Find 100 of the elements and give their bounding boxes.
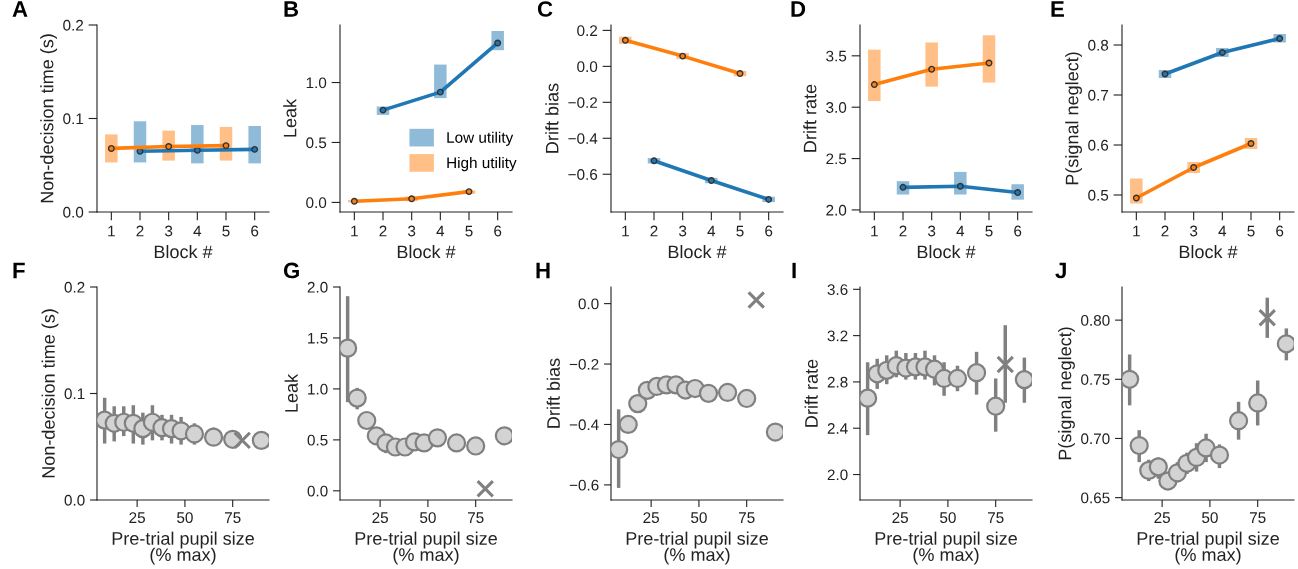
y-tick-label: 2.0 <box>827 469 848 481</box>
x-axis-title: Block # <box>397 244 456 259</box>
y-axis-title: Drift bias <box>546 358 560 428</box>
x-tick-label: 6 <box>765 225 773 237</box>
y-tick-label: 1.0 <box>308 383 328 395</box>
x-tick-label: 2 <box>136 225 144 237</box>
x-tick-label: 2 <box>1161 225 1169 237</box>
x-tick-label: 25 <box>892 512 908 524</box>
y-tick-label: 1.0 <box>306 77 327 89</box>
y-tick-label: 2.8 <box>827 376 848 388</box>
x-tick-label: 4 <box>193 225 202 237</box>
x-tick-label: 75 <box>738 512 755 524</box>
x-tick-label: 50 <box>1202 512 1218 524</box>
x-tick-label: 75 <box>1249 512 1266 524</box>
x-tick-label: 4 <box>1218 225 1227 237</box>
y-tick-label: −0.2 <box>569 358 599 370</box>
x-tick-label: 1 <box>108 225 115 237</box>
y-tick-label: 2.0 <box>307 281 328 293</box>
y-tick-label: 0.2 <box>577 25 598 37</box>
x-tick-label: 50 <box>691 512 707 524</box>
y-tick-label: 0.5 <box>307 434 328 446</box>
chart-title: E <box>1051 1 1064 17</box>
x-axis-title: Pre-trial pupil size (% max) <box>1137 531 1279 565</box>
x-tick-label: 1 <box>622 225 629 237</box>
x-tick-label: 5 <box>465 225 473 237</box>
y-tick-label: −0.4 <box>568 133 598 144</box>
y-tick-label: 0.5 <box>306 137 327 149</box>
x-axis-title: Block # <box>154 244 213 259</box>
x-tick-label: 2 <box>899 225 907 237</box>
chart-title: A <box>12 1 28 17</box>
y-tick-label: 0.80 <box>1081 315 1110 326</box>
x-tick-label: 4 <box>707 225 716 237</box>
x-tick-label: 6 <box>251 225 259 237</box>
y-axis-title: Drift rate <box>804 359 818 427</box>
y-tick-label: 0.2 <box>64 281 85 293</box>
y-tick-label: 0.0 <box>306 197 327 209</box>
y-axis-title: P(signal neglect) <box>1058 327 1075 460</box>
y-tick-label: 1.5 <box>308 332 328 344</box>
x-tick-label: 5 <box>985 225 993 237</box>
x-tick-label: 4 <box>436 225 445 237</box>
x-tick-label: 5 <box>1247 225 1255 237</box>
y-tick-label: 2.4 <box>827 423 848 434</box>
y-axis-title: Non-decision time (s) <box>40 34 58 203</box>
y-tick-label: 0.7 <box>1088 89 1109 101</box>
x-tick-label: 6 <box>1276 225 1284 237</box>
chart-title: I <box>792 262 796 279</box>
x-tick-label: 25 <box>129 512 145 524</box>
y-tick-label: 0.5 <box>1088 189 1109 201</box>
x-tick-label: 50 <box>940 512 956 524</box>
y-tick-label: 0.6 <box>1088 139 1109 151</box>
x-tick-label: 4 <box>956 225 965 237</box>
y-tick-label: 3.6 <box>827 284 848 295</box>
x-tick-label: 2 <box>379 225 387 237</box>
x-tick-label: 3 <box>165 225 173 237</box>
chart-title: B <box>284 1 299 17</box>
legend-label: High utility <box>447 156 517 172</box>
y-tick-label: 3.5 <box>826 50 847 62</box>
y-tick-label: 0.2 <box>63 19 84 31</box>
x-axis-title: Pre-trial pupil size (% max) <box>875 531 1017 565</box>
y-axis-title: Leak <box>283 98 297 137</box>
x-tick-label: 75 <box>987 512 1004 524</box>
y-axis-title: Leak <box>284 373 298 412</box>
x-axis-title: Block # <box>668 244 727 259</box>
x-tick-label: 50 <box>177 512 193 524</box>
y-tick-label: 0.1 <box>63 113 84 125</box>
y-tick-label: 0.70 <box>1081 433 1110 445</box>
y-axis-title: P(signal neglect) <box>1065 52 1083 185</box>
y-tick-label: 0.0 <box>578 298 599 310</box>
y-tick-label: 2.5 <box>826 153 847 165</box>
x-tick-label: 3 <box>679 225 687 237</box>
x-tick-label: 25 <box>372 512 388 524</box>
y-tick-label: 0.0 <box>64 494 85 506</box>
chart-title: J <box>1055 262 1066 279</box>
x-tick-label: 75 <box>467 512 484 524</box>
x-tick-label: 6 <box>1014 225 1022 237</box>
y-tick-label: 3.0 <box>826 102 847 113</box>
x-tick-label: 6 <box>494 225 502 237</box>
chart-title: C <box>537 1 553 17</box>
chart-title: G <box>283 262 299 279</box>
y-tick-label: 0.0 <box>307 485 328 497</box>
legend-label: Low utility <box>447 131 514 146</box>
chart-title: F <box>13 262 25 279</box>
y-tick-label: 2.0 <box>826 204 847 216</box>
y-tick-label: 0.1 <box>64 388 85 400</box>
x-tick-label: 1 <box>1133 225 1140 237</box>
x-axis-title: Pre-trial pupil size (% max) <box>355 531 497 565</box>
y-tick-label: 3.2 <box>827 330 848 342</box>
y-tick-label: −0.6 <box>568 169 598 180</box>
x-tick-label: 3 <box>1190 225 1198 237</box>
x-tick-label: 5 <box>222 225 230 237</box>
y-tick-label: −0.6 <box>569 479 599 491</box>
x-tick-label: 25 <box>643 512 659 524</box>
x-tick-label: 1 <box>351 225 358 237</box>
x-tick-label: 3 <box>928 225 936 237</box>
x-tick-label: 1 <box>871 225 878 237</box>
x-tick-label: 75 <box>224 512 241 524</box>
chart-title: D <box>791 1 806 17</box>
y-tick-label: 0.0 <box>63 206 84 218</box>
x-axis-title: Pre-trial pupil size (% max) <box>626 531 768 565</box>
x-tick-label: 25 <box>1154 512 1170 524</box>
